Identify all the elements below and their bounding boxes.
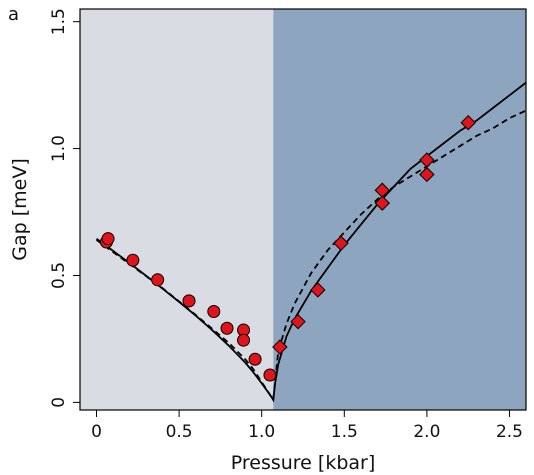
x-tick-label: 2.0 (413, 422, 440, 442)
y-axis: 0 0.5 1.0 1.5 (49, 8, 80, 408)
x-tick-label: 1.5 (331, 422, 358, 442)
diamond-point (460, 114, 476, 131)
circle-point (263, 368, 277, 382)
region-1 (273, 9, 526, 410)
diamond-point (310, 282, 326, 298)
x-tick-label: 1.0 (248, 422, 275, 442)
data-points (99, 114, 476, 382)
y-tick-label: 0.5 (49, 262, 69, 289)
diamond-point (333, 235, 349, 251)
circle-point (220, 321, 234, 335)
circle-point (182, 294, 196, 308)
shaded-regions (80, 9, 526, 410)
x-tick-label: 0 (91, 422, 102, 442)
y-tick-label: 1.5 (49, 8, 69, 35)
diamond-point (272, 339, 288, 355)
dashed-curve (95, 109, 527, 403)
y-tick-label: 0 (49, 397, 69, 408)
x-axis-label: Pressure [kbar] (231, 452, 376, 474)
circle-point (126, 253, 140, 267)
x-axis: 0 0.5 1.0 1.5 2.0 2.5 (91, 410, 523, 442)
circle-point (248, 352, 262, 366)
x-tick-label: 0.5 (166, 422, 193, 442)
circle-point (237, 333, 251, 347)
diamond-point (374, 195, 390, 211)
circle-point (207, 305, 221, 319)
region-0 (80, 9, 274, 410)
panel-label: a (8, 4, 19, 25)
diamond-point (290, 313, 306, 330)
plot-frame (79, 8, 527, 411)
diamond-point (419, 166, 435, 183)
x-tick-label: 2.5 (496, 422, 523, 442)
circle-point (101, 232, 115, 246)
fit-curves (95, 81, 527, 403)
y-tick-label: 1.0 (49, 135, 69, 162)
circle-point (151, 273, 165, 287)
y-axis-label: Gap [meV] (9, 158, 31, 261)
